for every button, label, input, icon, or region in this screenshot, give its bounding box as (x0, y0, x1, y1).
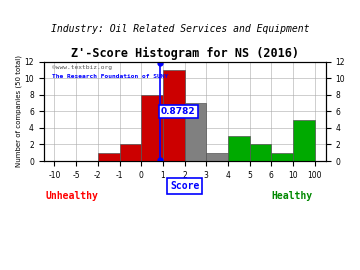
Bar (163, 70, 185, 161)
Text: Unhealthy: Unhealthy (45, 191, 98, 201)
Bar (141, 95, 163, 161)
Bar (228, 136, 250, 161)
Y-axis label: Number of companies (50 total): Number of companies (50 total) (15, 55, 22, 167)
Text: The Research Foundation of SUNY: The Research Foundation of SUNY (52, 74, 168, 79)
Bar (271, 153, 293, 161)
Text: Healthy: Healthy (271, 191, 312, 201)
Bar (250, 144, 271, 161)
Bar (206, 153, 228, 161)
Title: Z'-Score Histogram for NS (2016): Z'-Score Histogram for NS (2016) (71, 48, 299, 60)
Text: Industry: Oil Related Services and Equipment: Industry: Oil Related Services and Equip… (51, 24, 309, 34)
Bar (293, 120, 315, 161)
Bar (185, 103, 206, 161)
Text: 0.8782: 0.8782 (161, 107, 195, 116)
Bar (98, 153, 120, 161)
Text: Score: Score (170, 181, 199, 191)
Text: ©www.textbiz.org: ©www.textbiz.org (52, 65, 112, 70)
Bar (120, 144, 141, 161)
